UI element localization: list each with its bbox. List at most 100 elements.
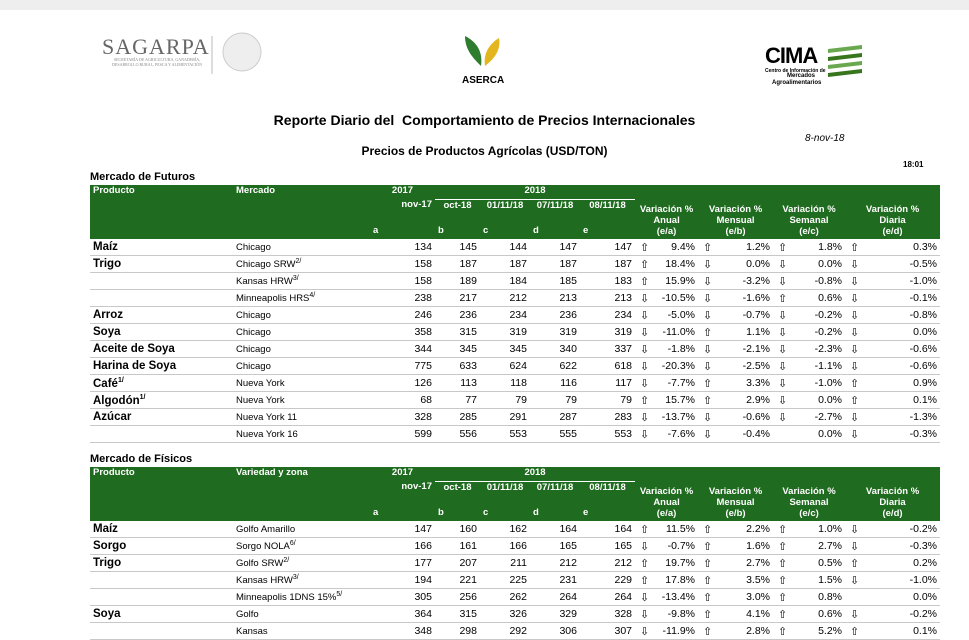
letter-header: a — [370, 225, 435, 239]
market-name: Nueva York — [236, 377, 285, 389]
trend-arrow: ⇩ — [635, 622, 650, 640]
trend-arrow: ⇧ — [698, 323, 713, 341]
price: 306 — [530, 622, 580, 640]
trend-arrow: ⇧ — [773, 521, 788, 538]
cima-stripes — [828, 45, 862, 77]
market: Minneapolis 1DNS 15%5/ — [233, 588, 370, 606]
price: 618 — [580, 357, 636, 375]
market: Chicago — [233, 239, 370, 256]
price: 187 — [435, 255, 480, 273]
stripe — [828, 61, 862, 69]
variation: -0.3% — [859, 537, 941, 555]
variation-ratio: (e/d) — [882, 508, 903, 519]
market-name: Kansas — [236, 625, 268, 637]
variation: 4.1% — [712, 605, 774, 623]
variation-title: Variación % — [865, 204, 920, 215]
leaf — [484, 38, 500, 66]
variation: 0.0% — [712, 255, 774, 273]
product: Aceite de Soya — [90, 340, 233, 358]
trend-arrow: ⇩ — [845, 357, 860, 375]
head-row: Producto Mercado 2017 2018 Variación % Anual(… — [90, 185, 941, 239]
col-header: 2017 — [370, 467, 435, 481]
data-row: Trigo Chicago SRW2/158 187 187 187 187 ⇧ 18.4% ⇩… — [90, 255, 941, 273]
price: 238 — [370, 289, 435, 307]
sagarpa-logo: SAGARPA — [102, 32, 262, 74]
trend-arrow: ⇩ — [635, 340, 650, 358]
letter-header: a — [370, 507, 435, 521]
price: 212 — [480, 289, 530, 307]
data-row: Kansas HRW3/194 221 225 231 229 ⇧ 17.8% ⇧ 3.5% ⇧ 1… — [90, 571, 941, 589]
market-name: Minneapolis HRS — [236, 293, 310, 305]
trend-arrow: ⇩ — [635, 425, 650, 443]
variation: 0.0% — [859, 323, 941, 341]
price: 165 — [530, 537, 580, 555]
variation-period: Diaria — [879, 497, 906, 508]
price: 264 — [580, 588, 636, 606]
variation: -0.4% — [712, 425, 774, 443]
report-time: 18:01 — [903, 160, 924, 169]
trend-arrow: ⇧ — [698, 588, 713, 606]
price: 340 — [530, 340, 580, 358]
letter-header: e — [580, 225, 636, 239]
price: 166 — [370, 537, 435, 555]
trend-arrow: ⇧ — [635, 391, 650, 409]
price: 213 — [530, 289, 580, 307]
variation-ratio: (e/b) — [725, 226, 746, 237]
variation: 1.8% — [787, 239, 846, 256]
trend-arrow: ⇩ — [773, 306, 788, 324]
variation-header: Variación % Diaria (e/d) — [845, 467, 941, 521]
variation: 0.8% — [787, 588, 846, 606]
variation: 15.9% — [649, 272, 699, 290]
stripe — [828, 45, 862, 53]
product: Café1/ — [90, 374, 233, 392]
variation: 19.7% — [649, 554, 699, 572]
trend-arrow: ⇩ — [845, 605, 860, 623]
data-row: Kansas HRW3/158 189 184 185 183 ⇧ 15.9% ⇩ -3.2% ⇩… — [90, 272, 941, 290]
price: 236 — [530, 306, 580, 324]
data-row: Aceite de Soya Chicago 344 345 345 340 337 ⇩ -1.… — [90, 340, 941, 358]
price: 221 — [435, 571, 480, 589]
variation-header: Variación % Mensual (e/b) — [698, 467, 774, 521]
product-name: Soya — [93, 326, 121, 338]
sagarpa-name: SAGARPA — [102, 34, 210, 59]
stripe — [828, 53, 862, 61]
price: 212 — [580, 554, 636, 572]
market-name: Chicago — [236, 241, 271, 253]
market-name: Golfo Amarillo — [236, 523, 296, 535]
product — [90, 425, 233, 443]
variation: -0.6% — [712, 408, 774, 426]
price: 553 — [580, 425, 636, 443]
letter-header: d — [530, 507, 580, 521]
trend-arrow: ⇧ — [773, 537, 788, 555]
date-header: 07/11/18 — [530, 199, 580, 225]
trend-arrow: ⇩ — [635, 323, 650, 341]
variation-title: Variación % — [865, 486, 920, 497]
variation-period: Semanal — [789, 215, 829, 226]
variation-title: Variación % — [782, 204, 836, 215]
trend-arrow: ⇩ — [845, 571, 860, 589]
product: Arroz — [90, 306, 233, 324]
variation-period: Mensual — [716, 215, 755, 226]
trend-arrow: ⇧ — [773, 289, 788, 307]
variation-header: Variación % Diaria (e/d) — [845, 185, 941, 239]
variation-title: Variación % — [782, 486, 836, 497]
variation: -1.0% — [859, 571, 941, 589]
data-row: Soya Golfo 364 315 326 329 328 ⇩ -9.8% ⇧ 4.1% ⇧ 0.6%… — [90, 605, 941, 623]
variation-ratio: (e/c) — [799, 226, 819, 237]
price: 164 — [530, 521, 580, 538]
market: Nueva York 16 — [233, 425, 370, 443]
price: 236 — [435, 306, 480, 324]
price: 147 — [370, 521, 435, 538]
variation: 9.4% — [649, 239, 699, 256]
head-row: nov-17 oct-18 01/11/18 07/11/18 08/11/18 — [90, 481, 940, 507]
head-row: nov-17 oct-18 01/11/18 07/11/18 08/11/18 — [90, 199, 940, 225]
variation: 0.6% — [787, 605, 846, 623]
product: Trigo — [90, 255, 233, 273]
price-table: Producto Mercado 2017 2018 Variación % Anual(… — [90, 185, 941, 443]
price: 145 — [435, 239, 480, 256]
price: 229 — [580, 571, 636, 589]
market: Golfo SRW2/ — [233, 554, 370, 572]
data-row: Kansas 348 298 292 306 307 ⇩ -11.9% ⇧ 2.8% ⇧ 5.2% ⇧ 0… — [90, 622, 941, 640]
variation: 3.0% — [712, 588, 774, 606]
